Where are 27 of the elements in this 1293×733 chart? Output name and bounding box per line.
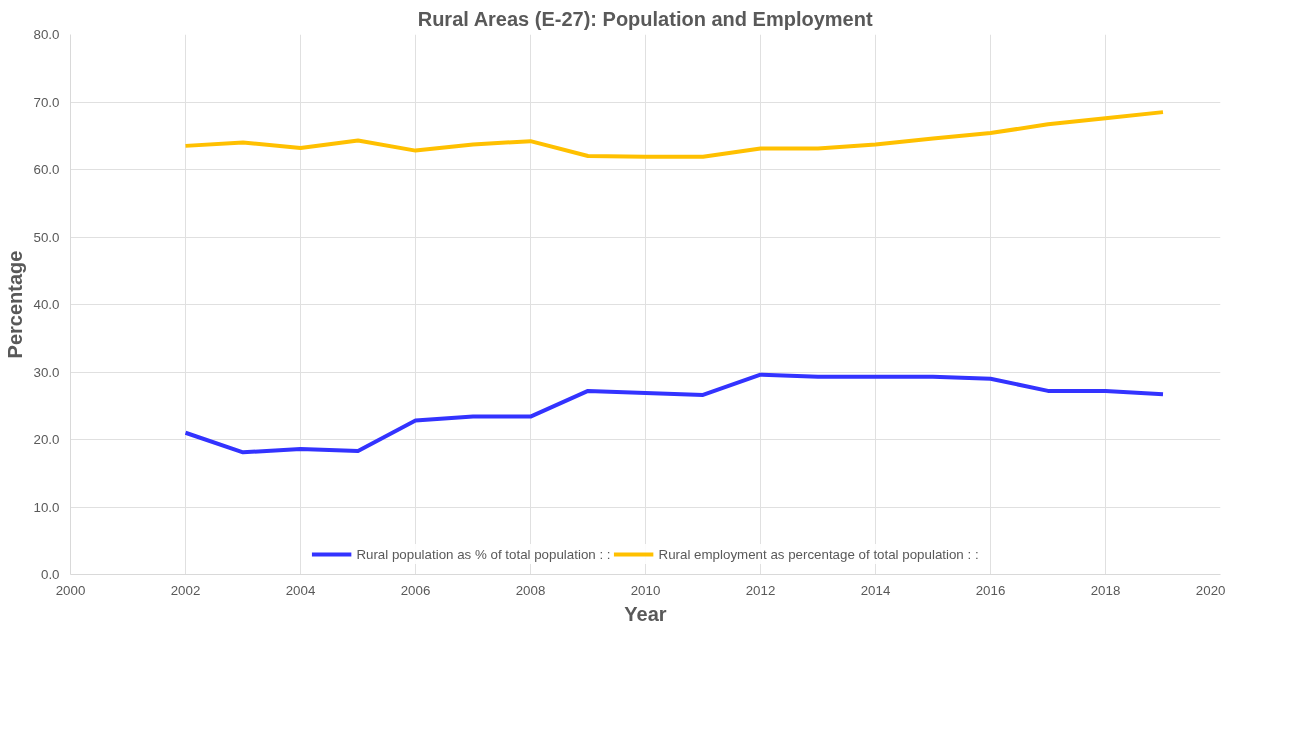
x-tick-label: 2006 [400, 582, 431, 598]
x-tick-label: 2016 [975, 582, 1006, 598]
legend-label: Rural population as % of total population : : [356, 546, 611, 562]
x-tick-label: 2012 [745, 582, 776, 598]
y-tick-label: 30.0 [33, 364, 60, 380]
legend-label: Rural employment as percentage of total population : : [658, 546, 979, 562]
y-tick-label: 0.0 [40, 567, 60, 582]
y-tick-label: 10.0 [33, 499, 60, 515]
x-tick-label: 2020 [1195, 582, 1226, 598]
x-tick-label: 2004 [285, 582, 316, 598]
line-series [183, 372, 1165, 455]
y-tick-label: 60.0 [33, 162, 60, 177]
x-tick-label: 2018 [1090, 582, 1121, 598]
y-tick-label: 80.0 [33, 27, 60, 42]
y-tick-label: 40.0 [33, 297, 60, 312]
y-tick-label: 50.0 [33, 229, 60, 245]
x-axis-title: Year [624, 602, 667, 625]
x-tick-label: 2008 [515, 582, 546, 598]
y-axis-title: Percentage [3, 250, 26, 359]
x-tick-label: 2014 [860, 582, 891, 598]
x-tick-label: 2000 [55, 582, 86, 598]
chart-title: Rural Areas (E-27): Population and Employment [417, 7, 873, 30]
y-tick-label: 70.0 [33, 94, 60, 110]
x-tick-label: 2010 [630, 582, 661, 598]
y-tick-label: 20.0 [33, 432, 60, 447]
x-tick-label: 2002 [170, 582, 201, 598]
line-series [183, 110, 1165, 159]
